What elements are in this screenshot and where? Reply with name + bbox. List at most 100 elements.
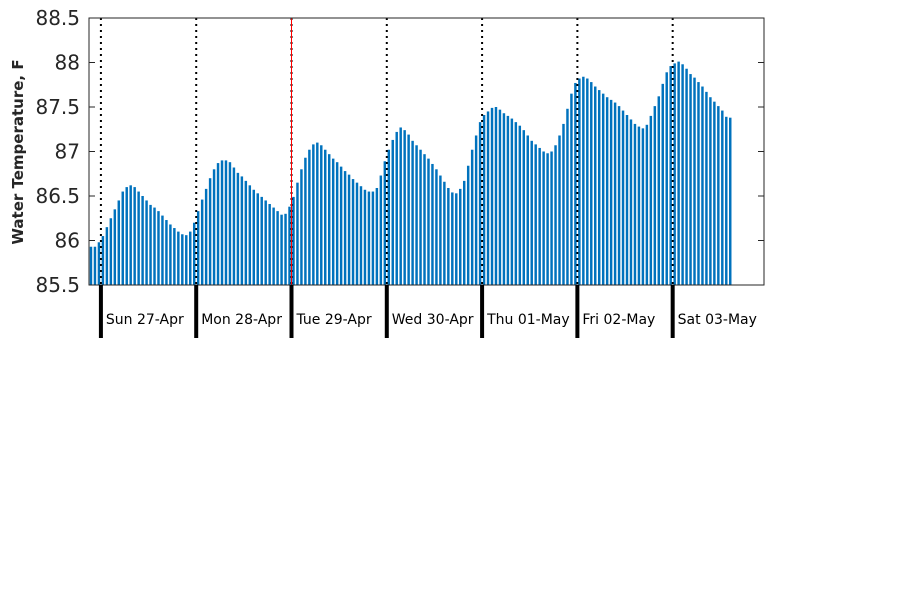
bar	[411, 140, 414, 285]
bar	[347, 174, 351, 285]
bar	[153, 207, 156, 285]
bar	[316, 142, 319, 285]
bar	[288, 206, 291, 285]
y-tick-label: 88.5	[35, 6, 80, 30]
bar	[244, 180, 248, 285]
bar	[729, 117, 732, 286]
day-label: Fri 02-May	[582, 312, 655, 328]
y-tick-label: 87.5	[35, 95, 80, 119]
bar	[292, 196, 295, 285]
bar	[272, 207, 275, 285]
bar	[522, 130, 526, 285]
bar	[447, 187, 450, 285]
bar	[383, 161, 387, 285]
bar	[605, 97, 609, 286]
bar	[673, 63, 676, 285]
bar	[423, 154, 426, 285]
bar	[506, 115, 510, 286]
y-tick-label: 85.5	[35, 273, 80, 297]
bar	[633, 123, 637, 285]
bar	[169, 224, 172, 285]
bar	[331, 158, 335, 285]
bar-series	[89, 61, 732, 286]
bar	[165, 220, 168, 285]
bar	[657, 96, 661, 285]
bar	[530, 140, 533, 285]
bar	[502, 113, 506, 285]
bar	[486, 111, 490, 285]
bar	[204, 188, 208, 285]
y-tick-label: 86.5	[35, 184, 80, 208]
bar	[645, 124, 649, 285]
day-label: Mon 28-Apr	[201, 312, 282, 328]
bar	[248, 185, 252, 285]
bar	[685, 68, 688, 285]
bar	[387, 149, 391, 285]
bar	[562, 123, 565, 285]
bar	[435, 169, 438, 285]
bar	[359, 186, 363, 285]
y-tick-label: 88	[55, 51, 80, 75]
bar	[236, 172, 240, 285]
bar	[371, 191, 375, 285]
bar	[597, 90, 601, 285]
bar	[129, 185, 132, 285]
bar	[578, 78, 581, 286]
bar	[546, 153, 549, 285]
bar	[594, 86, 597, 285]
day-label: Sun 27-Apr	[106, 312, 184, 328]
bar	[590, 82, 593, 285]
bar	[574, 82, 577, 285]
bar	[482, 115, 486, 285]
bar	[89, 246, 93, 285]
bar	[621, 110, 625, 285]
bar	[554, 145, 557, 285]
day-label: Tue 29-Apr	[296, 312, 372, 328]
bar	[697, 82, 700, 285]
day-markers: Sun 27-Apr Mon 28-Apr Tue 29-Apr Wed 30-Apr…	[98, 285, 757, 338]
bar	[232, 167, 236, 285]
bar	[177, 231, 180, 285]
bar	[296, 182, 299, 285]
bar	[514, 122, 518, 285]
bar	[665, 72, 668, 285]
bar	[208, 178, 212, 285]
y-tick-label: 87	[55, 140, 80, 164]
bar	[613, 102, 617, 285]
bar	[419, 149, 422, 285]
bar	[681, 64, 684, 285]
bar	[149, 204, 152, 285]
bar	[256, 193, 259, 285]
bar	[343, 171, 347, 285]
bar	[133, 187, 136, 285]
bar	[713, 101, 716, 285]
bar	[320, 145, 323, 285]
bar	[717, 106, 720, 285]
day-label: Sat 03-May	[678, 312, 757, 328]
bar	[161, 215, 164, 285]
bar	[462, 180, 466, 285]
bar	[335, 162, 339, 285]
bar	[324, 149, 327, 285]
bar	[586, 78, 589, 286]
bar	[399, 127, 402, 285]
bar	[721, 110, 724, 285]
bar	[200, 199, 204, 285]
bar	[510, 118, 514, 285]
bar	[113, 209, 117, 285]
bar	[216, 163, 220, 285]
bar	[669, 66, 672, 285]
bar	[470, 149, 474, 285]
bar	[526, 135, 529, 285]
bar	[661, 83, 664, 285]
bar	[339, 166, 343, 285]
bar	[284, 213, 287, 285]
bar	[534, 144, 537, 285]
bar	[173, 228, 176, 285]
bar	[117, 200, 121, 285]
bar	[566, 108, 569, 285]
bar	[137, 191, 140, 285]
bar	[351, 179, 355, 285]
bar	[391, 139, 394, 285]
